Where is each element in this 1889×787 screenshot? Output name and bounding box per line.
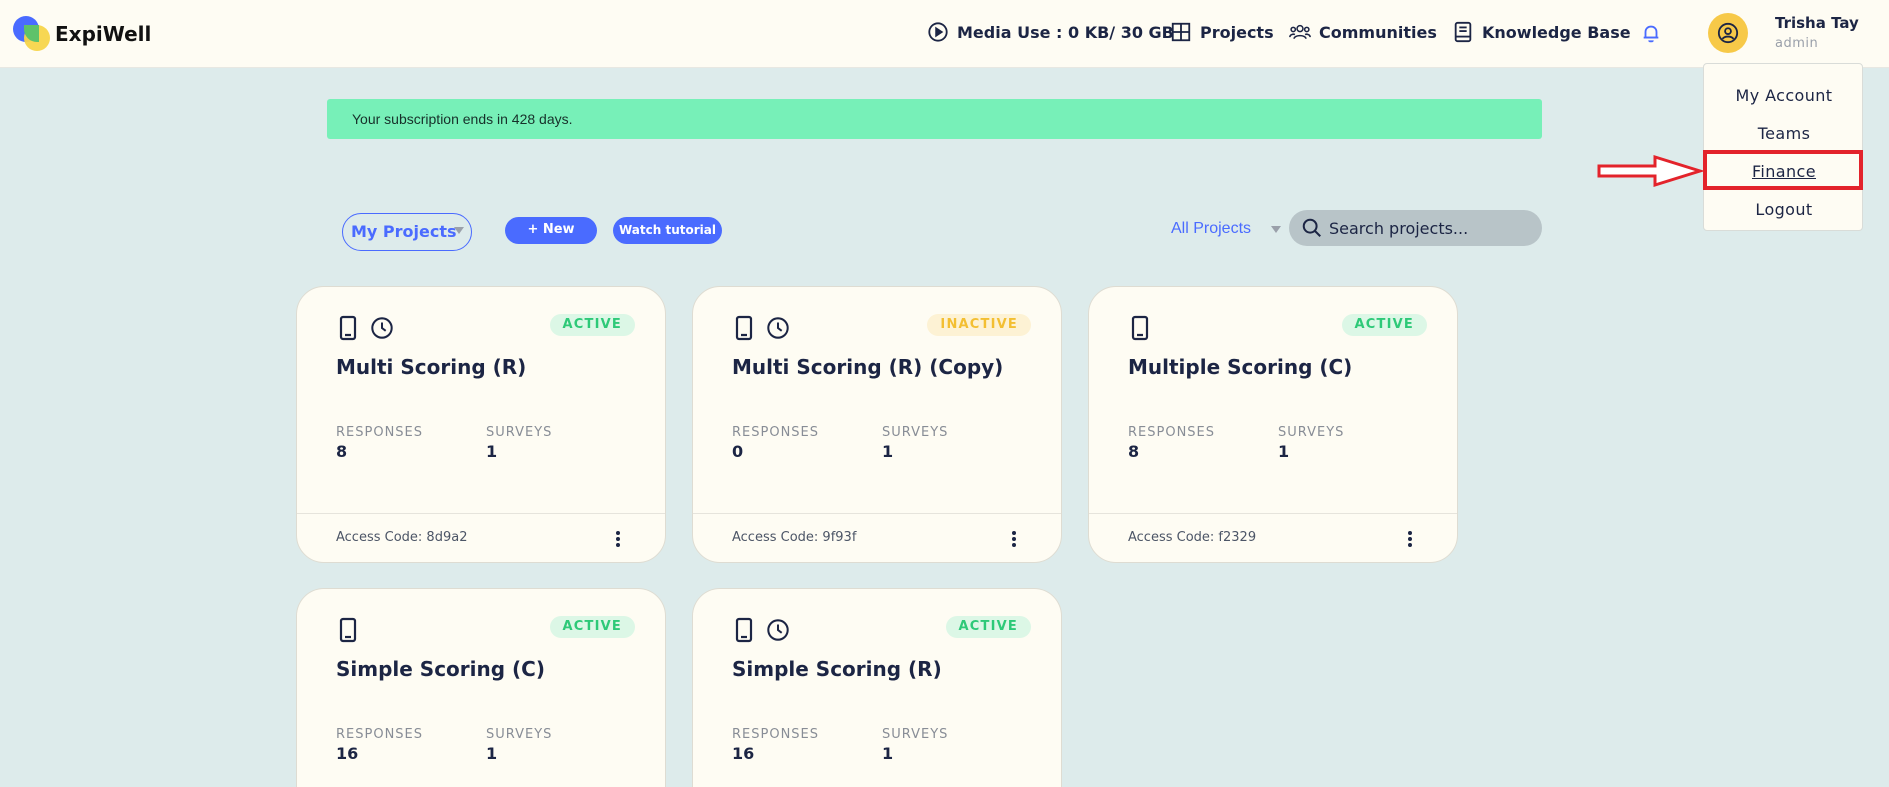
phone-icon <box>1131 315 1149 341</box>
surveys-label: SURVEYS <box>486 727 553 742</box>
brand-name[interactable]: ExpiWell <box>55 22 152 46</box>
user-role: admin <box>1775 36 1819 51</box>
watch-tutorial-button[interactable]: Watch tutorial <box>613 217 722 244</box>
responses-label: RESPONSES <box>732 425 820 440</box>
surveys-label: SURVEYS <box>882 425 949 440</box>
surveys-label: SURVEYS <box>486 425 553 440</box>
avatar[interactable] <box>1708 13 1748 53</box>
dropdown-item-logout[interactable]: Logout <box>1755 200 1813 219</box>
responses-value: 0 <box>732 442 744 461</box>
nav-knowledge-base[interactable]: Knowledge Base <box>1452 21 1631 43</box>
users-icon <box>1289 24 1311 40</box>
nav-knowledge-base-label: Knowledge Base <box>1482 22 1631 42</box>
my-projects-label: My Projects <box>351 222 457 241</box>
project-title[interactable]: Simple Scoring (C) <box>336 657 545 681</box>
highlight-box <box>1703 150 1863 190</box>
project-filter-select[interactable]: All Projects <box>1171 220 1252 237</box>
search-bar[interactable] <box>1289 210 1542 246</box>
surveys-label: SURVEYS <box>1278 425 1345 440</box>
responses-label: RESPONSES <box>336 425 424 440</box>
dropdown-item-finance[interactable]: Finance <box>1751 162 1816 181</box>
user-circle-icon <box>1717 22 1739 44</box>
expiwell-logo[interactable] <box>13 16 51 52</box>
status-badge: ACTIVE <box>1341 314 1427 336</box>
account-dropdown: My Account Teams Finance Logout <box>1703 63 1863 231</box>
nav-communities-label: Communities <box>1319 22 1437 42</box>
surveys-value: 1 <box>1278 442 1290 461</box>
surveys-value: 1 <box>882 442 894 461</box>
status-badge: ACTIVE <box>945 616 1031 638</box>
project-title[interactable]: Multi Scoring (R) (Copy) <box>732 355 1004 379</box>
surveys-value: 1 <box>486 744 498 763</box>
access-code: Access Code: f2329 <box>1128 530 1257 545</box>
project-title[interactable]: Simple Scoring (R) <box>732 657 942 681</box>
card-footer: Access Code: 8d9a2 <box>297 513 665 562</box>
kebab-menu-icon[interactable] <box>1011 531 1017 551</box>
book-icon <box>1454 21 1472 43</box>
kebab-menu-icon[interactable] <box>1407 531 1413 551</box>
dropdown-item-my-account[interactable]: My Account <box>1735 86 1833 105</box>
access-code: Access Code: 8d9a2 <box>336 530 468 545</box>
media-use-label: Media Use : 0 KB/ 30 GB <box>957 22 1174 42</box>
status-badge: ACTIVE <box>549 616 635 638</box>
bell-icon[interactable] <box>1640 22 1662 44</box>
nav-communities[interactable]: Communities <box>1289 21 1437 43</box>
media-use[interactable]: Media Use : 0 KB/ 30 GB <box>927 21 1174 43</box>
responses-value: 8 <box>336 442 348 461</box>
my-projects-select[interactable]: My Projects <box>342 213 472 251</box>
phone-icon <box>339 617 357 643</box>
responses-label: RESPONSES <box>336 727 424 742</box>
project-card[interactable]: INACTIVE Multi Scoring (R) (Copy) RESPON… <box>692 286 1062 563</box>
clock-icon <box>371 317 393 339</box>
project-card[interactable]: ACTIVE Simple Scoring (C) RESPONSES 16 S… <box>296 588 666 787</box>
subscription-banner: Your subscription ends in 428 days. <box>327 99 1542 139</box>
caret-down-icon <box>454 227 464 234</box>
kebab-menu-icon[interactable] <box>615 531 621 551</box>
filter-caret-down-icon[interactable] <box>1271 226 1281 233</box>
search-icon <box>1302 218 1321 237</box>
project-card[interactable]: ACTIVE Multiple Scoring (C) RESPONSES 8 … <box>1088 286 1458 563</box>
card-footer: Access Code: f2329 <box>1089 513 1457 562</box>
nav-projects-label: Projects <box>1200 22 1274 42</box>
responses-value: 8 <box>1128 442 1140 461</box>
surveys-label: SURVEYS <box>882 727 949 742</box>
surveys-value: 1 <box>882 744 894 763</box>
access-code: Access Code: 9f93f <box>732 530 857 545</box>
phone-icon <box>339 315 357 341</box>
project-card[interactable]: ACTIVE Simple Scoring (R) RESPONSES 16 S… <box>692 588 1062 787</box>
responses-value: 16 <box>732 744 755 763</box>
responses-label: RESPONSES <box>1128 425 1216 440</box>
play-circle-icon <box>928 22 948 42</box>
search-input[interactable] <box>1329 216 1529 240</box>
arrow-right-icon <box>1597 154 1703 188</box>
responses-label: RESPONSES <box>732 727 820 742</box>
dropdown-item-teams[interactable]: Teams <box>1757 124 1811 143</box>
responses-value: 16 <box>336 744 359 763</box>
project-title[interactable]: Multiple Scoring (C) <box>1128 355 1353 379</box>
status-badge: INACTIVE <box>927 314 1031 336</box>
phone-icon <box>735 617 753 643</box>
user-name[interactable]: Trisha Tay <box>1775 14 1859 32</box>
project-title[interactable]: Multi Scoring (R) <box>336 355 527 379</box>
grid-icon <box>1171 22 1191 42</box>
status-badge: ACTIVE <box>549 314 635 336</box>
top-header: ExpiWell Media Use : 0 KB/ 30 GB Project… <box>0 0 1889 68</box>
phone-icon <box>735 315 753 341</box>
new-project-button[interactable]: + New <box>505 217 597 244</box>
clock-icon <box>767 619 789 641</box>
card-footer: Access Code: 9f93f <box>693 513 1061 562</box>
surveys-value: 1 <box>486 442 498 461</box>
nav-projects[interactable]: Projects <box>1170 21 1274 43</box>
clock-icon <box>767 317 789 339</box>
project-card[interactable]: ACTIVE Multi Scoring (R) RESPONSES 8 SUR… <box>296 286 666 563</box>
